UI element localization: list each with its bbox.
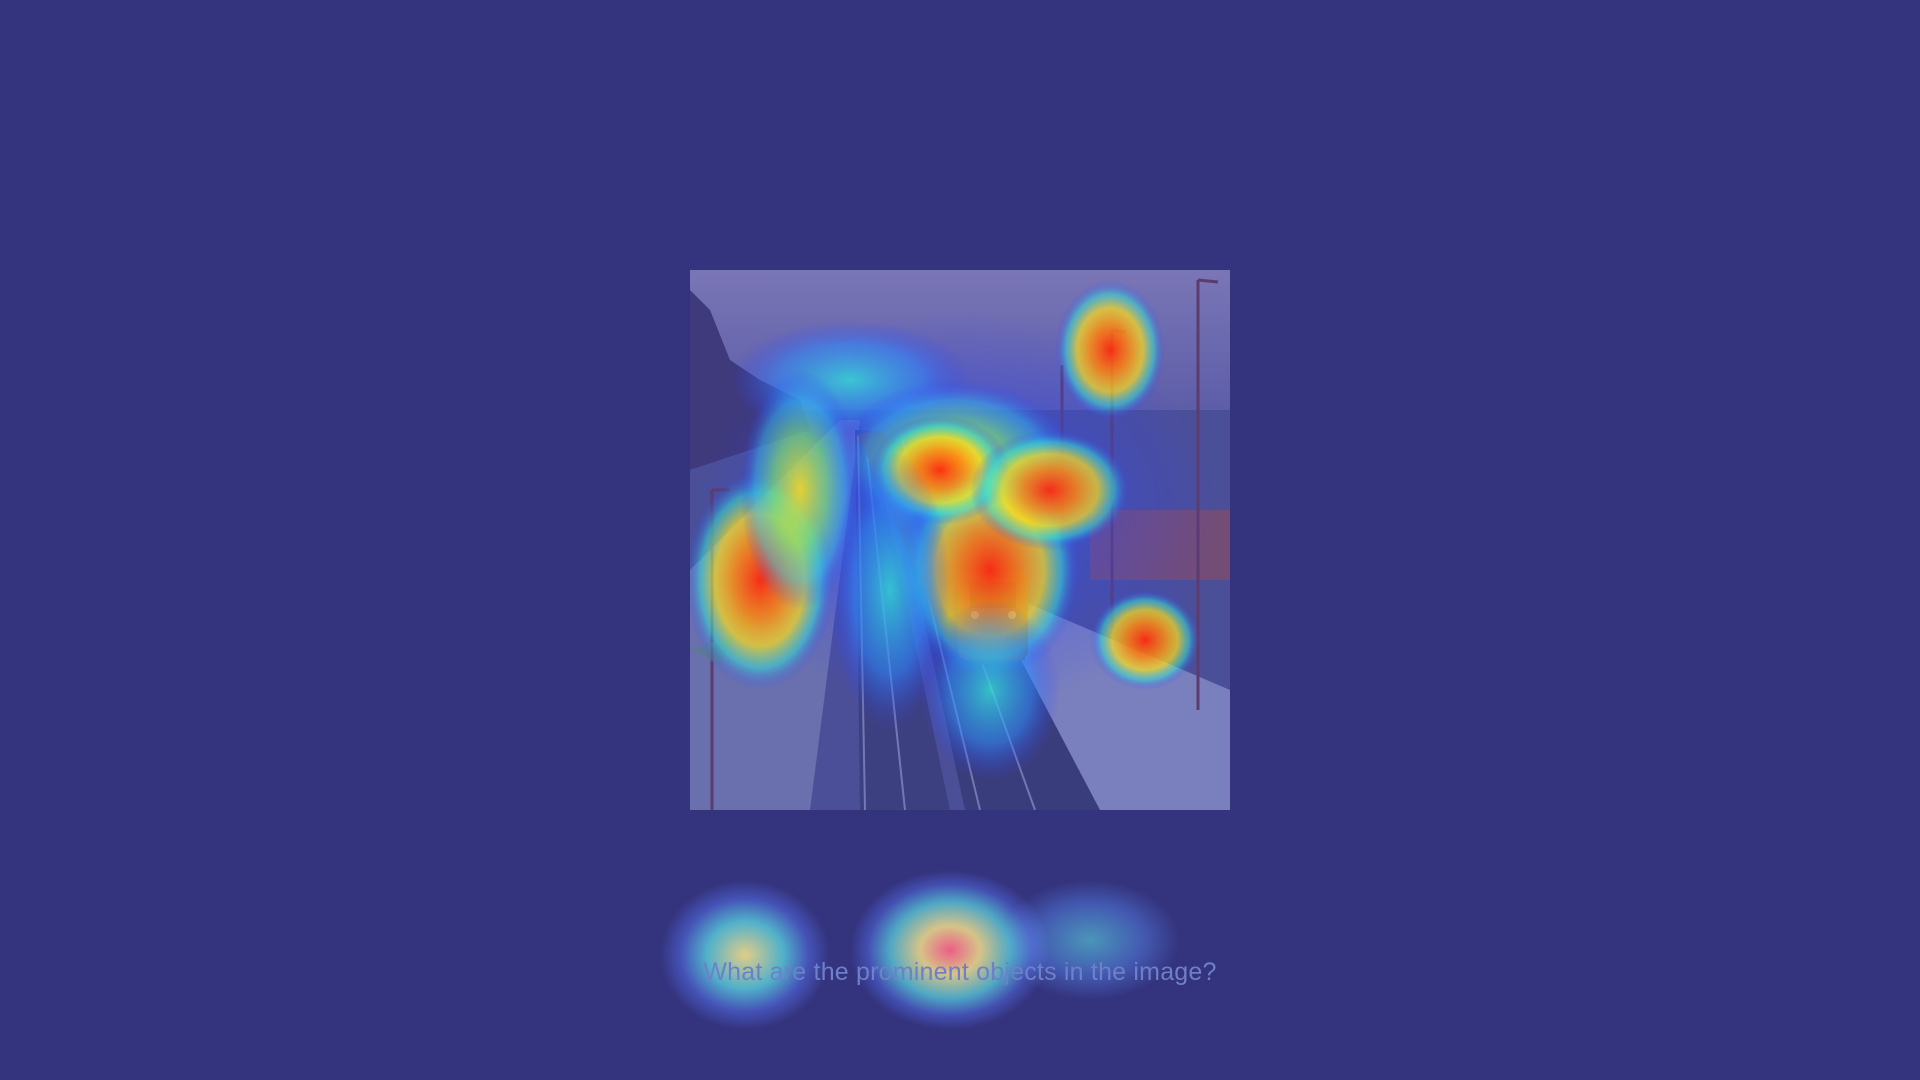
heatmap-photo [690, 270, 1230, 810]
heatmap-overlay [690, 280, 1220, 780]
text-attention-blob-1 [660, 880, 830, 1030]
question-text: What are the prominent objects in the im… [703, 958, 1217, 986]
railway-station-photo [690, 270, 1230, 810]
text-attention-blob-2 [850, 870, 1050, 1030]
